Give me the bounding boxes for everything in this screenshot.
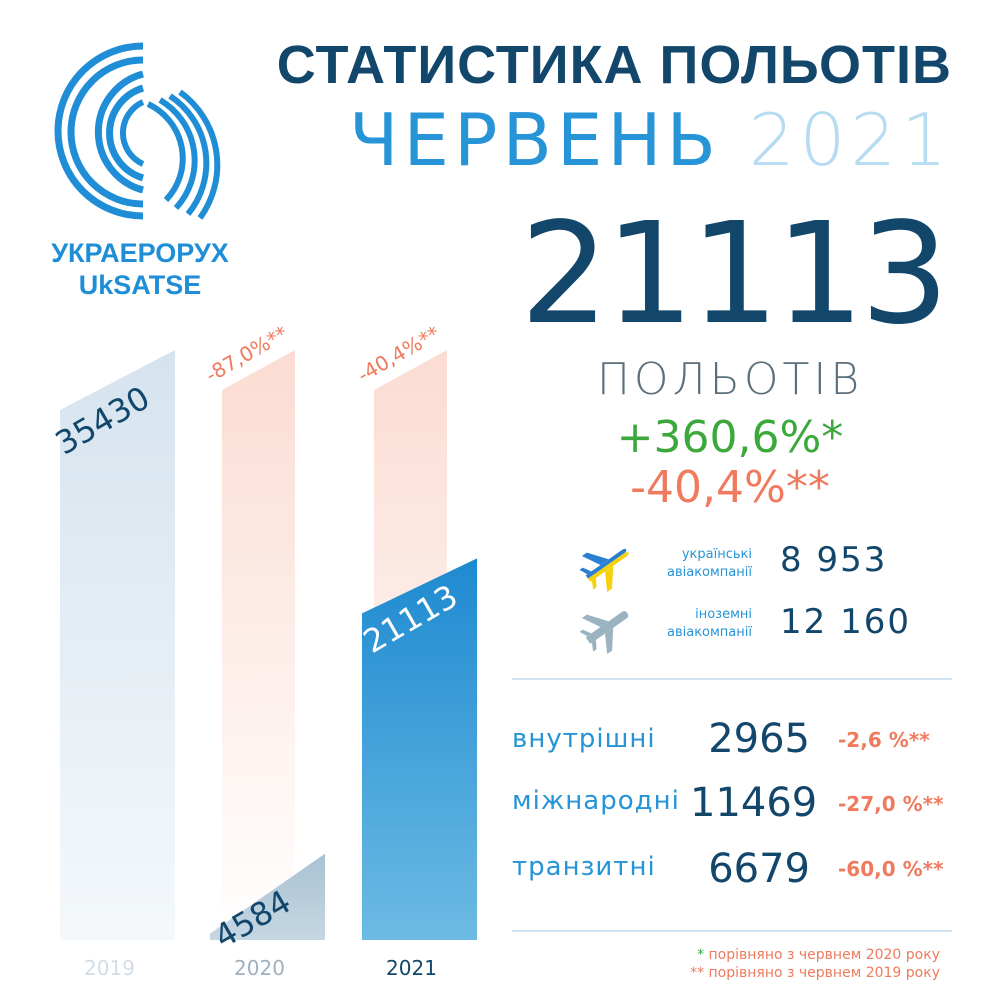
airline-ukrainian-label-line2: авіакомпанії <box>666 565 752 580</box>
reference-bar-2020 <box>222 350 295 940</box>
category-international-value: 11469 <box>690 780 818 826</box>
category-transit-change: -60,0 %** <box>838 857 944 881</box>
category-international-change: -27,0 %** <box>838 792 944 816</box>
bar-2020 <box>210 853 325 940</box>
divider <box>512 678 952 680</box>
airline-ukrainian-value: 8 953 <box>780 540 888 580</box>
logo-text-ua: УКРАЕРОРУХ <box>51 238 229 268</box>
logo-text-en: UkSATSE <box>78 270 202 300</box>
category-domestic-label: внутрішні <box>512 724 656 754</box>
change-vs-2019: -40,4%** <box>630 462 830 513</box>
x-tick-label-2020: 2020 <box>234 956 285 980</box>
footnote-mark: ** <box>690 965 705 981</box>
footnote-mark: * <box>697 947 705 963</box>
airline-ukrainian-label: українські авіакомпанії <box>632 546 752 582</box>
subtitle-year: 2021 <box>748 98 952 182</box>
bar-2019 <box>60 350 175 940</box>
page-title: СТАТИСТИКА ПОЛЬОТІВ <box>276 35 952 95</box>
category-transit-value: 6679 <box>708 846 810 892</box>
total-flights-value: 21113 <box>520 193 949 356</box>
airline-foreign-label-line1: іноземні <box>695 607 752 622</box>
total-flights-label: ПОЛЬОТІВ <box>596 354 864 405</box>
logo-swirl-icon <box>54 42 221 220</box>
divider <box>512 930 952 932</box>
change-vs-2020: +360,6%* <box>616 412 844 463</box>
x-tick-label-2019: 2019 <box>84 956 135 980</box>
footnote-text: порівняно з червнем 2019 року <box>704 965 940 981</box>
footnote-text: порівняно з червнем 2020 року <box>704 947 940 963</box>
category-international-label: міжнародні <box>512 786 680 816</box>
airline-foreign-label: іноземні авіакомпанії <box>632 606 752 642</box>
category-domestic-change: -2,6 %** <box>838 728 930 752</box>
page-subtitle: ЧЕРВЕНЬ 2021 <box>349 100 952 180</box>
airplane-grey-icon <box>578 600 634 656</box>
flights-bar-chart: 3543020194584-87,0%**202021113-40,4%**20… <box>49 321 477 980</box>
airline-foreign-label-line2: авіакомпанії <box>666 625 752 640</box>
airplane-ukraine-flag-icon <box>578 538 634 594</box>
category-domestic-value: 2965 <box>708 716 810 762</box>
airline-foreign-value: 12 160 <box>780 602 911 642</box>
airline-ukrainian-label-line1: українські <box>681 547 752 562</box>
subtitle-month: ЧЕРВЕНЬ <box>349 98 721 182</box>
x-tick-label-2021: 2021 <box>386 956 437 980</box>
footnote-2020: * порівняно з червнем 2020 року <box>560 946 940 964</box>
uksatse-logo <box>48 40 228 230</box>
category-transit-label: транзитні <box>512 852 656 882</box>
bar-2021 <box>362 558 477 940</box>
footnote-2019: ** порівняно з червнем 2019 року <box>560 964 940 982</box>
